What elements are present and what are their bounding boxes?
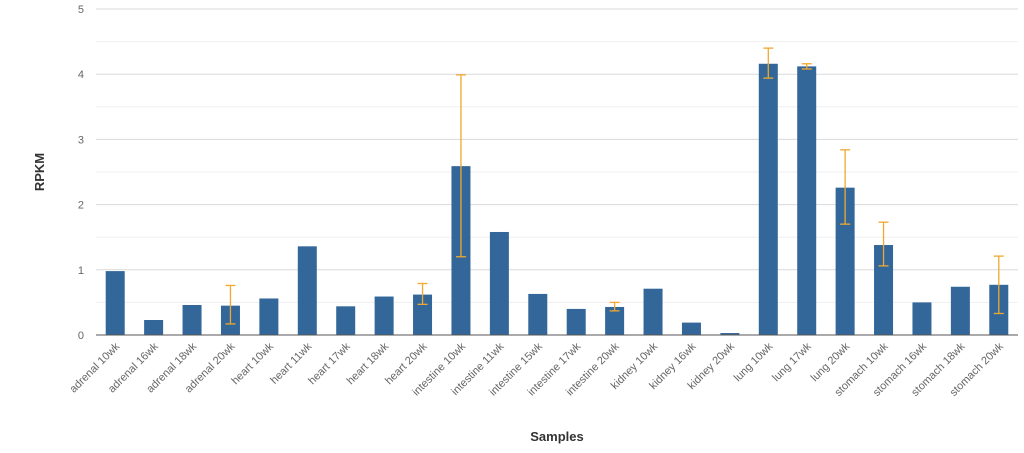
y-axis-title: RPKM — [32, 153, 47, 191]
bar — [950, 286, 970, 335]
error-bar — [993, 255, 1004, 315]
bar — [643, 288, 663, 335]
bar — [681, 322, 701, 335]
y-tick-label: 0 — [78, 330, 84, 342]
error-bar — [225, 284, 236, 325]
bar — [605, 306, 625, 335]
x-axis-title: Samples — [530, 429, 583, 444]
y-tick-label: 1 — [78, 265, 84, 277]
bar — [297, 246, 317, 335]
bars — [105, 63, 1009, 335]
bar — [182, 305, 202, 335]
bar — [374, 296, 394, 335]
x-tick-label: lung 17wk — [770, 340, 814, 384]
bar — [566, 308, 586, 335]
error-bar — [417, 282, 428, 306]
bar — [105, 271, 125, 335]
bar — [528, 293, 548, 335]
bar — [758, 63, 778, 335]
bar — [797, 66, 817, 335]
bar — [489, 231, 509, 335]
error-bar — [763, 47, 774, 79]
bar — [912, 302, 932, 335]
error-bar — [609, 301, 620, 312]
error-bar — [455, 74, 466, 258]
y-axis-tick-labels: 0 1 2 3 4 5 — [78, 4, 84, 342]
bar — [144, 320, 164, 335]
error-bar — [840, 149, 851, 225]
bar — [259, 298, 279, 335]
y-tick-label: 3 — [78, 134, 84, 146]
y-tick-label: 5 — [78, 4, 84, 16]
y-tick-label: 4 — [78, 69, 84, 81]
gridlines — [96, 8, 1018, 303]
x-tick-label: lung 10wk — [732, 340, 776, 384]
error-bars — [225, 47, 1004, 325]
bar — [336, 306, 356, 335]
bar — [874, 245, 894, 335]
error-bar — [878, 221, 889, 267]
bar — [720, 333, 740, 335]
error-bar — [801, 63, 812, 70]
y-tick-label: 2 — [78, 200, 84, 212]
